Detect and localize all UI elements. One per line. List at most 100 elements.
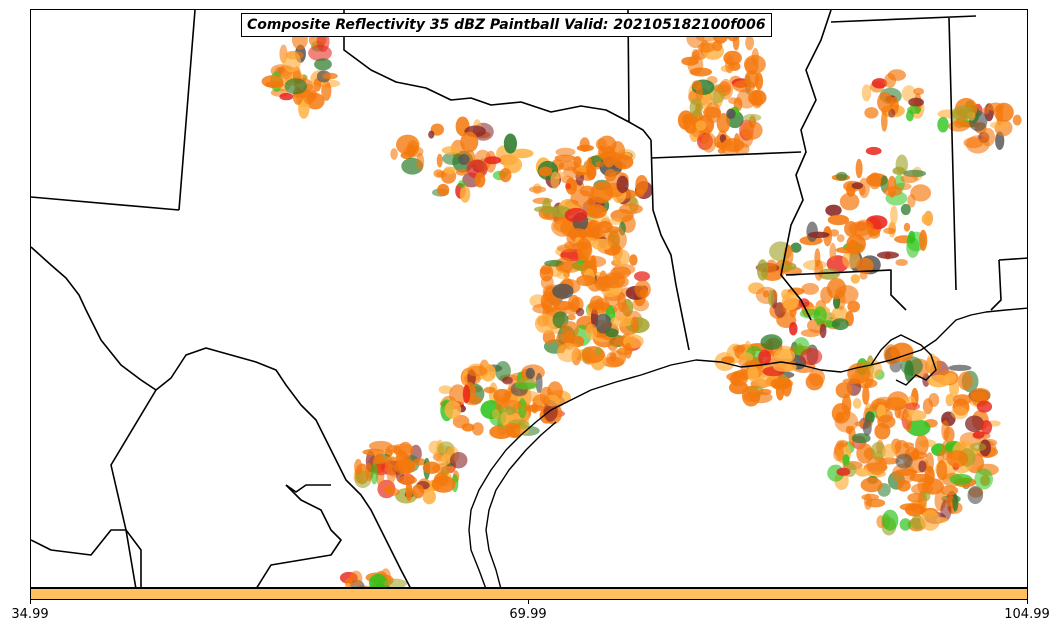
reflectivity-blob xyxy=(634,189,645,198)
reflectivity-blob xyxy=(773,349,796,363)
reflectivity-blob xyxy=(322,72,338,80)
reflectivity-blob xyxy=(588,301,611,311)
reflectivity-blob xyxy=(528,186,547,193)
reflectivity-blob xyxy=(634,271,650,282)
reflectivity-blob xyxy=(542,329,556,345)
reflectivity-blob xyxy=(907,194,916,208)
reflectivity-blob xyxy=(616,175,629,194)
reflectivity-blob xyxy=(888,108,896,118)
red-river-border xyxy=(370,69,652,141)
reflectivity-blob xyxy=(534,313,556,334)
reflectivity-blob xyxy=(883,227,896,234)
fl-border xyxy=(990,259,1002,311)
reflectivity-blob xyxy=(919,229,928,251)
reflectivity-blob xyxy=(866,456,888,475)
tn-border xyxy=(830,15,977,23)
reflectivity-blob xyxy=(740,120,763,140)
mexico-state-line-3 xyxy=(256,484,342,587)
reflectivity-blob xyxy=(921,213,933,226)
reflectivity-blob xyxy=(713,84,731,94)
reflectivity-blob xyxy=(852,398,862,409)
reflectivity-blob xyxy=(899,518,912,531)
reflectivity-blob xyxy=(903,222,911,232)
reflectivity-blob xyxy=(503,133,517,154)
reflectivity-blob xyxy=(951,105,974,121)
reflectivity-blob xyxy=(906,419,931,437)
reflectivity-blob xyxy=(819,323,827,339)
reflectivity-blob xyxy=(877,251,899,259)
reflectivity-blob xyxy=(449,452,468,469)
reflectivity-blob xyxy=(758,349,771,366)
reflectivity-blob xyxy=(836,467,851,476)
reflectivity-blob xyxy=(721,356,735,364)
reflectivity-blob xyxy=(712,39,723,52)
reflectivity-blob xyxy=(564,207,588,223)
reflectivity-blob xyxy=(369,573,388,587)
reflectivity-blob xyxy=(354,458,363,475)
reflectivity-blob xyxy=(422,461,441,474)
reflectivity-blob xyxy=(555,333,567,347)
reflectivity-blob xyxy=(466,365,488,377)
reflectivity-blob xyxy=(728,381,749,395)
reflectivity-blob xyxy=(732,80,756,93)
reflectivity-blob xyxy=(974,468,993,490)
reflectivity-blob xyxy=(413,458,427,466)
reflectivity-blob xyxy=(596,221,613,234)
reflectivity-blob xyxy=(370,463,379,485)
reflectivity-blob xyxy=(913,87,925,95)
reflectivity-blob xyxy=(745,35,754,51)
reflectivity-blob xyxy=(438,385,453,394)
reflectivity-blob xyxy=(799,308,821,319)
reflectivity-blob xyxy=(901,85,916,102)
reflectivity-blob xyxy=(491,409,500,419)
mexico-state-line-2 xyxy=(31,529,142,587)
reflectivity-blob xyxy=(952,493,959,512)
reflectivity-blob xyxy=(800,348,823,366)
reflectivity-blob xyxy=(726,108,736,120)
reflectivity-blob xyxy=(855,467,870,477)
reflectivity-blob xyxy=(416,153,425,170)
reflectivity-blob xyxy=(691,49,700,61)
reflectivity-blob xyxy=(937,116,949,133)
mississippi-river xyxy=(780,10,832,321)
reflectivity-blob xyxy=(918,460,927,473)
reflectivity-blob xyxy=(449,384,467,406)
reflectivity-blob xyxy=(581,346,605,364)
reflectivity-blob xyxy=(900,174,918,184)
reflectivity-blob xyxy=(362,448,385,456)
reflectivity-blob xyxy=(598,270,608,292)
reflectivity-blob xyxy=(433,472,449,486)
reflectivity-blob xyxy=(851,433,871,444)
reflectivity-blob xyxy=(980,420,993,435)
reflectivity-blob xyxy=(770,378,791,390)
reflectivity-blob xyxy=(344,583,351,587)
reflectivity-blob xyxy=(940,485,959,496)
reflectivity-blob xyxy=(624,342,633,359)
reflectivity-blob xyxy=(760,334,783,350)
reflectivity-blob xyxy=(790,242,802,253)
reflectivity-blob xyxy=(494,394,504,413)
reflectivity-blob xyxy=(827,214,850,226)
colorbar-label-mid: 69.99 xyxy=(509,607,547,622)
reflectivity-blob xyxy=(573,156,582,168)
reflectivity-blob xyxy=(868,228,881,239)
reflectivity-blob xyxy=(422,489,436,505)
reflectivity-blob xyxy=(881,110,888,132)
rio-grande-border xyxy=(31,246,411,587)
reflectivity-blob xyxy=(831,318,849,331)
reflectivity-blob xyxy=(607,218,625,225)
reflectivity-blob xyxy=(839,192,860,211)
reflectivity-blob xyxy=(945,393,954,407)
reflectivity-blob xyxy=(586,204,607,219)
reflectivity-blob xyxy=(801,283,819,295)
reflectivity-blob xyxy=(523,404,545,412)
reflectivity-blob xyxy=(558,261,582,273)
reflectivity-blob xyxy=(538,166,553,177)
reflectivity-blob xyxy=(284,78,308,95)
reflectivity-blob xyxy=(594,347,602,356)
reflectivity-blob xyxy=(734,142,750,156)
mexico-state-line-1 xyxy=(110,389,157,587)
reflectivity-blob xyxy=(885,397,907,411)
nm-tx-south-border xyxy=(31,196,180,211)
reflectivity-blob xyxy=(484,156,502,165)
